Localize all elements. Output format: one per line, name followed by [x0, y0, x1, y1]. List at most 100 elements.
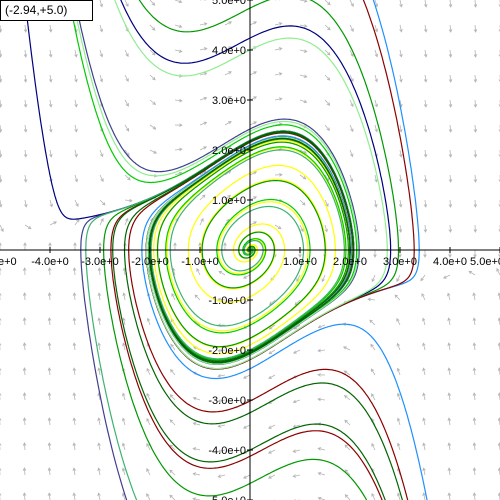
field-arrow: [74, 218, 80, 226]
field-arrow: [422, 392, 426, 401]
field-arrow: [174, 147, 183, 152]
x-tick-label: -2.0e+0: [131, 256, 169, 268]
field-arrow: [423, 124, 428, 133]
field-arrow: [447, 392, 452, 401]
field-arrow: [371, 442, 376, 451]
field-arrow: [192, 396, 201, 401]
field-arrow: [0, 318, 2, 325]
field-arrow: [97, 467, 101, 476]
field-arrow: [217, 449, 226, 453]
field-arrow: [0, 242, 2, 250]
field-arrow: [324, 124, 330, 132]
field-arrow: [149, 74, 156, 81]
field-arrow: [473, 24, 478, 33]
field-arrow: [72, 267, 77, 276]
field-arrow: [324, 49, 331, 56]
field-arrow: [124, 217, 129, 226]
field-arrow: [22, 367, 27, 376]
field-arrow: [199, 47, 208, 51]
field-arrow: [124, 198, 133, 203]
field-arrow: [74, 49, 78, 58]
field-arrow: [274, 173, 283, 177]
field-arrow: [149, 149, 158, 154]
field-arrow: [422, 342, 426, 351]
field-arrow: [72, 367, 77, 376]
field-arrow: [196, 267, 201, 276]
field-arrow: [49, 221, 58, 226]
field-arrow: [472, 392, 477, 401]
field-arrow: [192, 472, 201, 476]
y-tick-label: -3.0e+0: [208, 395, 246, 407]
field-arrow: [299, 0, 308, 3]
x-tick-label: 4.0e+0: [433, 256, 467, 268]
field-arrow: [24, 224, 32, 230]
field-arrow: [473, 174, 478, 183]
x-tick-label: -3.0e+0: [81, 256, 119, 268]
field-arrow: [0, 24, 3, 33]
field-arrow: [23, 99, 28, 108]
x-tick-label: 5.0e+0: [470, 256, 500, 268]
field-arrow: [448, 174, 453, 183]
field-arrow: [122, 317, 126, 326]
field-arrow: [448, 49, 453, 58]
field-arrow: [473, 149, 478, 158]
y-tick-label: 1.0e+0: [212, 195, 246, 207]
field-arrow: [317, 472, 326, 476]
field-arrow: [472, 292, 476, 301]
field-arrow: [299, 99, 308, 104]
field-arrow: [472, 442, 477, 451]
field-arrow: [349, 174, 354, 183]
field-arrow: [48, 49, 53, 58]
field-arrow: [498, 150, 500, 157]
field-arrow: [23, 49, 28, 58]
field-arrow: [121, 442, 126, 451]
field-arrow: [496, 267, 500, 276]
field-arrow: [344, 494, 351, 500]
field-arrow: [447, 492, 452, 500]
field-arrow: [199, 121, 208, 126]
field-arrow: [473, 124, 478, 133]
field-arrow: [124, 0, 129, 8]
field-arrow: [274, 224, 282, 230]
field-arrow: [122, 292, 126, 301]
field-arrow: [423, 74, 428, 83]
field-arrow: [317, 348, 326, 353]
field-arrow: [399, 74, 403, 83]
field-arrow: [242, 424, 251, 429]
field-arrow: [374, 174, 378, 183]
field-arrow: [47, 492, 52, 500]
field-arrow: [146, 493, 151, 500]
field-arrow: [399, 24, 403, 33]
field-arrow: [324, 24, 331, 31]
field-arrow: [268, 374, 276, 379]
field-arrow: [394, 294, 401, 301]
field-arrow: [274, 97, 283, 101]
field-arrow: [24, 199, 28, 208]
field-arrow: [448, 24, 453, 33]
field-arrow: [97, 317, 102, 326]
field-arrow: [22, 267, 27, 276]
field-arrow: [47, 442, 52, 451]
field-arrow: [448, 124, 453, 133]
field-arrow: [47, 292, 52, 301]
field-arrow: [447, 317, 451, 326]
field-arrow: [223, 242, 227, 250]
field-arrow: [0, 199, 3, 208]
field-arrow: [367, 297, 376, 302]
field-arrow: [343, 370, 351, 376]
field-arrow: [242, 374, 251, 379]
y-tick-label: 3.0e+0: [212, 95, 246, 107]
field-arrow: [374, 199, 378, 208]
field-arrow: [0, 99, 3, 108]
y-tick-label: -2.0e+0: [208, 345, 246, 357]
field-arrow: [399, 149, 403, 158]
field-arrow: [174, 49, 183, 53]
field-arrow: [448, 74, 453, 83]
field-arrow: [192, 447, 201, 451]
field-arrow: [423, 49, 428, 58]
field-arrow: [447, 367, 452, 376]
field-arrow: [47, 317, 52, 326]
field-arrow: [498, 200, 500, 208]
